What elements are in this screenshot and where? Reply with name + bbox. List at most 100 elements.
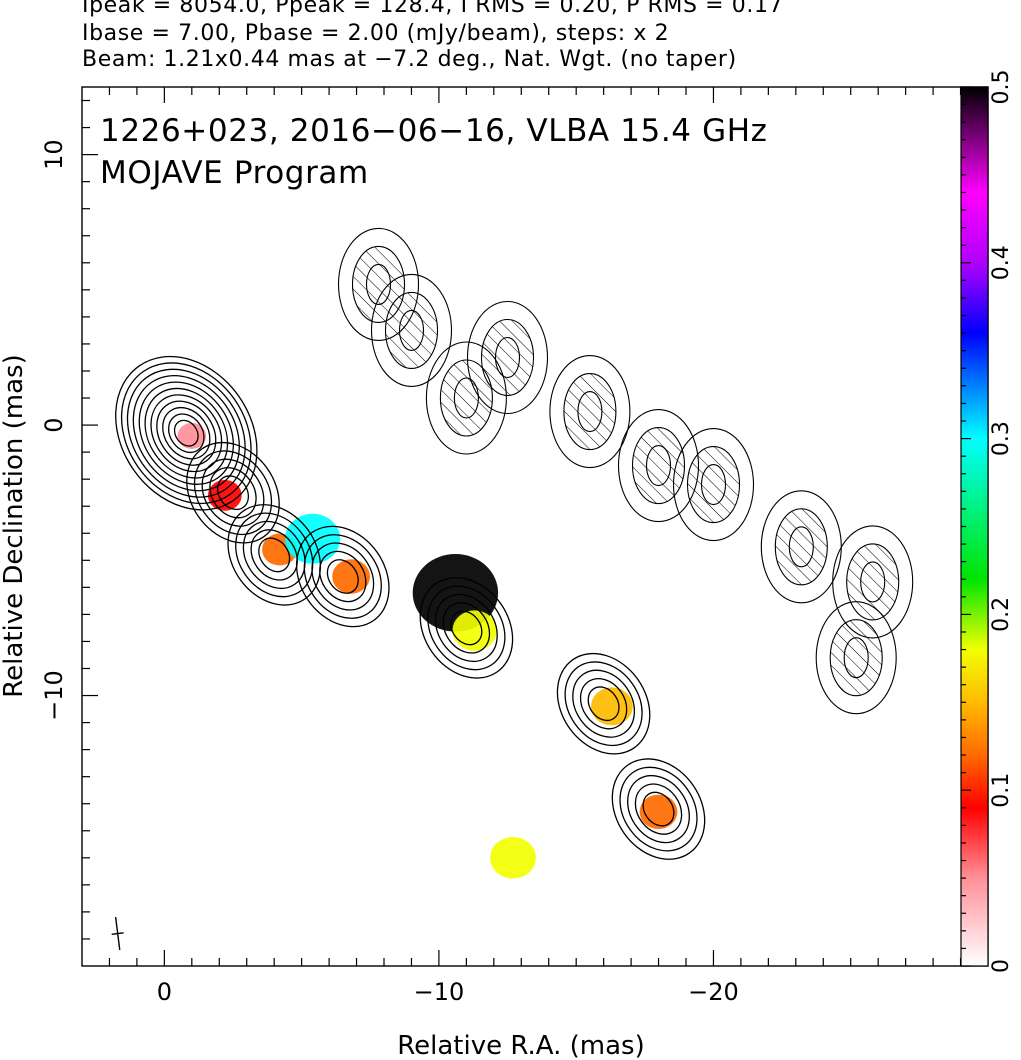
contour (627, 775, 690, 844)
contour (419, 577, 514, 679)
polarized-patch (207, 480, 242, 511)
beam-marker (111, 916, 124, 951)
colorbar-tick-label: 0 (989, 959, 1014, 973)
y-axis-label: Relative Declination (mas) (0, 354, 29, 697)
polarized-patch (332, 559, 370, 594)
x-tick-label: −20 (688, 978, 739, 1006)
contour (337, 227, 420, 341)
contour (450, 610, 483, 646)
contour (162, 406, 211, 460)
contour (587, 686, 620, 722)
contour (815, 601, 897, 715)
contour (611, 758, 706, 860)
contour (126, 368, 246, 498)
hatched-region (846, 543, 900, 621)
contour (156, 400, 217, 466)
contour (549, 355, 631, 469)
contour (672, 428, 755, 542)
contour (216, 475, 250, 511)
contour (398, 309, 425, 351)
colorbar-tick-label: 0.2 (989, 597, 1014, 632)
colorbar-tick-label: 0.1 (989, 773, 1014, 808)
contour (138, 381, 234, 485)
contour (193, 450, 273, 536)
contour (645, 445, 672, 487)
jet-component-contours (227, 504, 322, 606)
contour (144, 387, 229, 479)
contour (326, 559, 359, 594)
hatched-region (439, 359, 493, 437)
contour (425, 341, 507, 455)
contour (150, 394, 223, 473)
contour (579, 678, 628, 730)
y-tick-label: −10 (40, 670, 68, 721)
contour (227, 504, 322, 606)
contour (700, 464, 727, 506)
header-line-2: Ibase = 7.00, Pbase = 2.00 (mJy/beam), s… (82, 21, 670, 46)
jet-component-contours (556, 652, 651, 755)
contour (311, 542, 375, 611)
hatched-region (480, 318, 535, 397)
hatched-region (563, 373, 617, 451)
contour (634, 783, 683, 835)
hatched-region (829, 619, 883, 697)
contour (167, 413, 205, 454)
contour (120, 362, 252, 505)
hatched-region (774, 508, 828, 586)
contour (242, 520, 306, 589)
hatched-region (351, 245, 406, 323)
contour (564, 661, 643, 747)
contour (466, 300, 549, 415)
contour (365, 263, 392, 305)
contour (250, 529, 298, 581)
y-tick-label: 0 (40, 417, 68, 432)
contour (258, 537, 291, 573)
contour (370, 273, 453, 387)
contour (186, 441, 280, 544)
chart-subtitle: MOJAVE Program (100, 155, 369, 191)
contour (577, 391, 603, 433)
y-tick-label: 10 (40, 139, 68, 170)
polarized-patch (591, 687, 633, 726)
colorbar-tick-label: 0.3 (989, 421, 1014, 456)
header-line-3: Beam: 1.21x0.44 mas at −7.2 deg., Nat. W… (82, 47, 737, 72)
contour (572, 669, 636, 738)
contour (427, 585, 506, 671)
contour (319, 550, 367, 603)
x-tick-label: −10 (414, 978, 465, 1006)
header-line-1: Ipeak = 8054.0, Ppeak = 128.4, I RMS = 0… (82, 0, 784, 18)
core-contours (115, 355, 258, 511)
chart-title: 1226+023, 2016−06−16, VLBA 15.4 GHz (100, 113, 767, 149)
contour (115, 355, 258, 511)
contour (173, 419, 199, 447)
hatched-region (384, 291, 439, 369)
jet-component-contours (295, 525, 390, 628)
colorbar-tick-label: 0.4 (989, 245, 1014, 280)
contour (860, 561, 886, 603)
jet-component-contours (186, 441, 280, 544)
contour (235, 512, 314, 598)
contour (295, 525, 390, 628)
hatched-region (631, 427, 686, 505)
polarized-patch (639, 794, 678, 829)
contour (303, 534, 382, 619)
contour (843, 637, 869, 679)
polarized-patch (490, 837, 536, 879)
contour (132, 375, 240, 492)
contour (453, 377, 479, 419)
contour (556, 652, 651, 755)
contour (642, 791, 675, 827)
contour (434, 593, 498, 662)
contour (442, 602, 491, 654)
jet-component-contours (419, 577, 514, 679)
x-tick-label: 0 (157, 978, 172, 1006)
contour (201, 458, 265, 527)
contour (619, 766, 698, 852)
contour (788, 526, 814, 568)
colorbar-tick-label: 0.5 (989, 70, 1014, 105)
hatched-region (686, 446, 741, 524)
contour (209, 467, 257, 519)
x-axis-label: Relative R.A. (mas) (397, 1031, 644, 1060)
polarized-patch (177, 422, 207, 449)
